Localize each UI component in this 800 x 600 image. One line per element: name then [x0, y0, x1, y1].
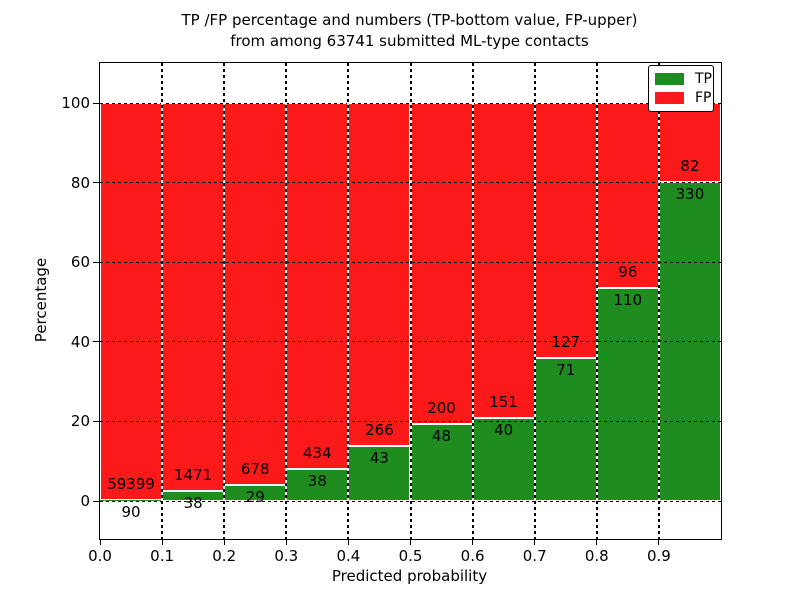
chart-title: TP /FP percentage and numbers (TP-bottom…: [99, 10, 720, 52]
tp-count-label: 71: [556, 361, 576, 380]
x-tick-label: 0.0: [88, 547, 112, 565]
y-tick-mark: [93, 261, 99, 263]
x-tick-mark: [472, 539, 474, 545]
tp-count-label: 330: [675, 185, 705, 204]
tp-count-label: 48: [432, 426, 452, 445]
x-tick-label: 0.2: [212, 547, 237, 565]
y-tick-label: 20: [70, 412, 90, 431]
x-tick-label: 0.7: [522, 547, 547, 565]
y-tick-mark: [93, 182, 99, 184]
y-tick-label: 80: [70, 173, 90, 192]
tp-count-label: 90: [121, 503, 141, 522]
gridline-vertical: [471, 63, 474, 539]
x-tick-mark: [223, 539, 225, 545]
bar-bin-0.3: 434 38: [286, 103, 349, 501]
bar-bin-0.2: 678 29: [224, 103, 287, 506]
bar-segment-tp: [534, 358, 597, 501]
bar-segment-fp: [596, 103, 659, 289]
tp-count-label: 43: [369, 448, 389, 467]
fp-count-label: 1471: [174, 465, 213, 484]
gridline-vertical: [285, 63, 288, 539]
gridline-vertical: [409, 63, 412, 539]
y-tick-mark: [93, 102, 99, 104]
fp-count-label: 200: [427, 398, 456, 417]
y-tick-mark: [93, 341, 99, 343]
fp-count-label: 82: [680, 157, 700, 176]
y-tick-label: 40: [70, 332, 90, 351]
gridline-vertical: [347, 63, 350, 539]
bar-segment-fp: [348, 103, 411, 446]
x-tick-mark: [410, 539, 411, 545]
x-tick-label: 0.1: [150, 547, 175, 565]
plot-area: TP FP 59399 90 1471 38 678 29 434 38 266 43 200 48 15…: [61, 62, 722, 565]
gridline-vertical: [161, 63, 164, 539]
tp-count-label: 38: [183, 493, 203, 512]
fp-count-label: 151: [489, 392, 518, 411]
x-tick-mark: [161, 539, 163, 545]
bar-segment-tp: [596, 288, 659, 501]
y-tick-mark: [93, 420, 99, 422]
fp-count-label: 127: [551, 333, 581, 352]
bar-bin-0.4: 266 43: [348, 103, 411, 501]
bar-bin-0.9: 82 330: [658, 103, 721, 501]
fp-count-label: 96: [618, 263, 638, 282]
y-tick-label: 0: [80, 492, 90, 510]
tp-count-label: 38: [307, 471, 327, 490]
legend-swatch-fp: [655, 91, 684, 104]
bar-bin-0.7: 127 71: [534, 103, 597, 501]
chart-title-line1: TP /FP percentage and numbers (TP-bottom…: [181, 11, 638, 29]
y-tick-label: 60: [70, 253, 90, 272]
x-tick-mark: [347, 539, 349, 545]
x-tick-label: 0.5: [398, 547, 423, 565]
bar-segment-fp: [286, 103, 349, 469]
bar-segment-fp: [410, 103, 473, 424]
x-axis-label: Predicted probability: [331, 567, 488, 585]
legend-label: TP: [695, 71, 712, 88]
bar-segment-fp: [100, 103, 163, 501]
gridline-vertical: [657, 63, 660, 539]
bar-segment-fp: [472, 103, 535, 418]
bar-bin-0.0: 59399 90: [100, 103, 163, 521]
fp-count-label: 59399: [107, 475, 155, 494]
x-tick-mark: [99, 539, 101, 545]
x-tick-label: 0.6: [460, 547, 485, 565]
fp-count-label: 678: [240, 459, 270, 478]
legend-label: FP: [695, 89, 712, 106]
bar-bin-0.1: 1471 38: [162, 103, 225, 512]
y-tick-mark: [93, 500, 99, 502]
fp-count-label: 434: [303, 443, 332, 462]
gridline-vertical: [533, 63, 536, 539]
bar-segment-fp: [224, 103, 287, 485]
x-tick-label: 0.8: [584, 547, 609, 565]
gridline-vertical: [223, 63, 226, 539]
bar-segment-fp: [162, 103, 225, 491]
y-tick-label: 100: [61, 94, 90, 112]
legend-item: TP: [655, 72, 712, 86]
x-tick-mark: [596, 539, 598, 545]
tp-count-label: 40: [494, 420, 514, 439]
x-tick-label: 0.3: [274, 547, 299, 565]
x-tick-mark: [285, 539, 287, 545]
gridline-vertical: [595, 63, 598, 539]
tp-count-label: 110: [613, 291, 643, 310]
bar-bin-0.6: 151 40: [472, 103, 535, 501]
fp-count-label: 266: [365, 420, 394, 439]
bar-bin-0.5: 200 48: [410, 103, 473, 501]
x-tick-label: 0.4: [336, 547, 361, 565]
x-tick-mark: [658, 539, 660, 545]
x-tick-label: 0.9: [646, 547, 671, 565]
legend-swatch-tp: [655, 73, 684, 86]
chart-title-line2: from among 63741 submitted ML-type conta…: [230, 32, 589, 50]
bar-segment-fp: [534, 103, 597, 359]
legend-item: FP: [655, 91, 712, 105]
bar-bin-0.8: 96 110: [596, 103, 659, 501]
x-tick-mark: [534, 539, 536, 545]
legend: TP FP: [648, 65, 714, 112]
tp-count-label: 29: [245, 487, 265, 506]
